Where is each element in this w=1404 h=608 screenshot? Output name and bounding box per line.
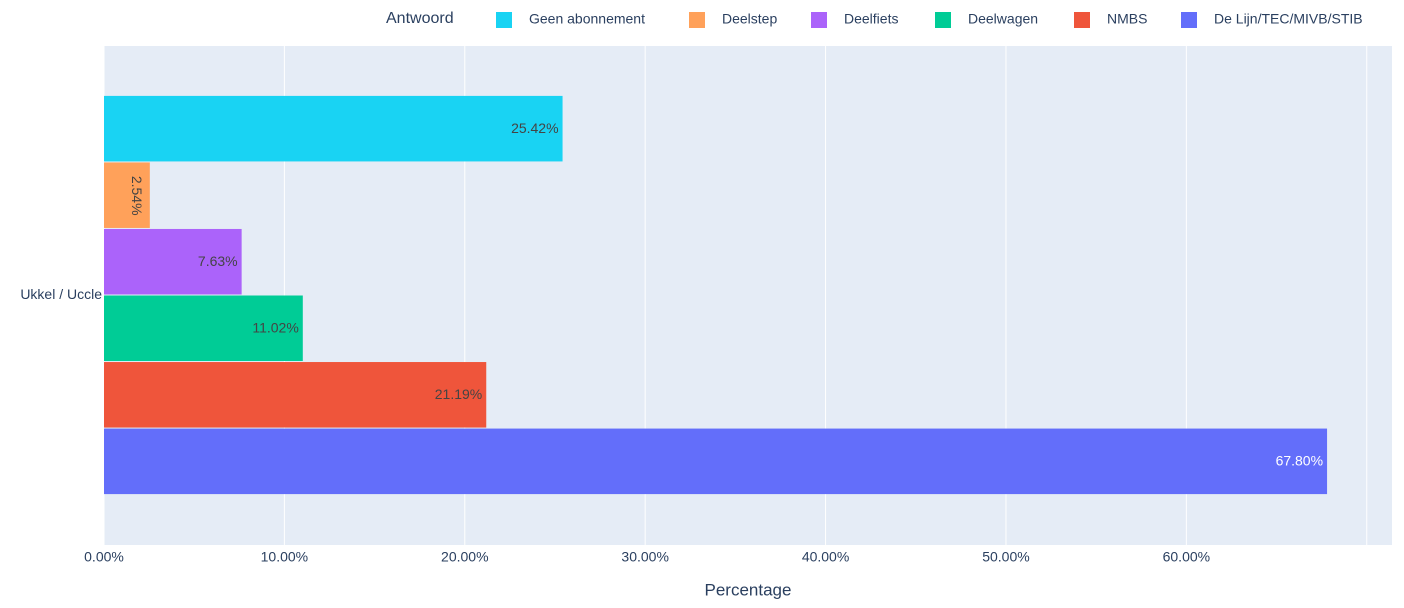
legend-swatch bbox=[1074, 12, 1090, 28]
data-label: 11.02% bbox=[252, 319, 298, 335]
x-tick-label: 0.00% bbox=[84, 549, 124, 565]
bar bbox=[104, 295, 303, 362]
bar bbox=[104, 428, 1328, 495]
legend-label: Deelfiets bbox=[844, 11, 898, 27]
bar bbox=[104, 95, 563, 162]
legend-label: NMBS bbox=[1107, 11, 1147, 27]
legend-label: De Lijn/TEC/MIVB/STIB bbox=[1214, 11, 1363, 27]
y-tick-label: Ukkel / Uccle bbox=[20, 286, 102, 302]
legend-swatch bbox=[689, 12, 705, 28]
legend-swatch bbox=[496, 12, 512, 28]
data-label: 25.42% bbox=[511, 120, 558, 136]
x-tick-label: 30.00% bbox=[621, 549, 668, 565]
legend-swatch bbox=[811, 12, 827, 28]
data-label: 7.63% bbox=[198, 253, 238, 269]
x-tick-label: 40.00% bbox=[802, 549, 849, 565]
legend-swatch bbox=[1181, 12, 1197, 28]
legend-label: Deelstep bbox=[722, 11, 777, 27]
x-tick-label: 20.00% bbox=[441, 549, 488, 565]
legend-swatch bbox=[935, 12, 951, 28]
data-label: 67.80% bbox=[1276, 453, 1323, 469]
x-tick-label: 50.00% bbox=[982, 549, 1029, 565]
bar bbox=[104, 162, 150, 228]
x-axis-title: Percentage bbox=[705, 580, 792, 599]
x-tick-label: 60.00% bbox=[1163, 549, 1210, 565]
bar bbox=[104, 228, 242, 295]
data-label: 2.54% bbox=[129, 176, 145, 216]
data-label: 21.19% bbox=[435, 386, 482, 402]
x-tick-label: 10.00% bbox=[261, 549, 308, 565]
legend-label: Geen abonnement bbox=[529, 11, 645, 27]
legend-title: Antwoord bbox=[386, 10, 454, 27]
bar bbox=[104, 362, 487, 428]
legend-label: Deelwagen bbox=[968, 11, 1038, 27]
